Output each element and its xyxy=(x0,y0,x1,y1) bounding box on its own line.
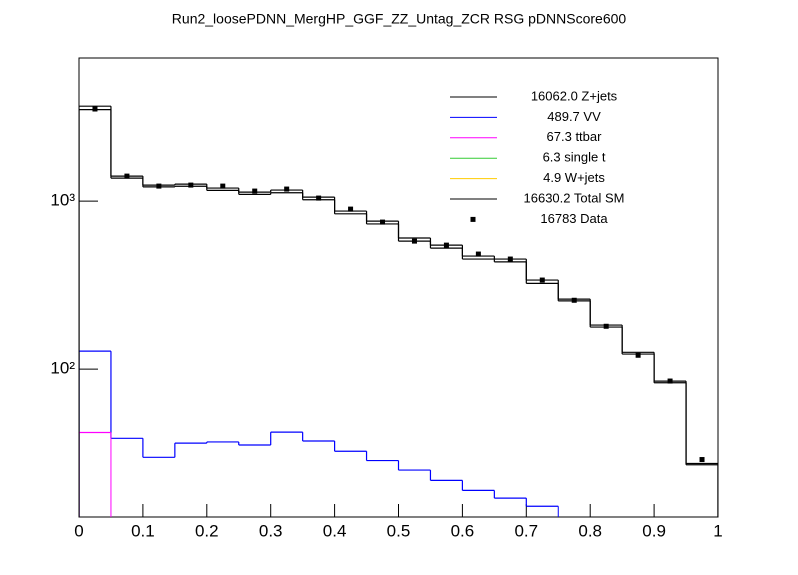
x-tick-label: 0.7 xyxy=(514,521,538,540)
data-point xyxy=(284,186,290,192)
legend-label: 4.9 W+jets xyxy=(543,170,605,185)
legend-label: 67.3 ttbar xyxy=(547,129,603,144)
x-tick-label: 0.8 xyxy=(578,521,602,540)
legend-label: 16783 Data xyxy=(540,211,608,226)
data-point xyxy=(507,256,513,262)
data-point xyxy=(252,188,258,194)
chart-title: Run2_loosePDNN_MergHP_GGF_ZZ_Untag_ZCR R… xyxy=(172,11,627,27)
data-point xyxy=(603,323,609,329)
data-point xyxy=(124,173,130,179)
histogram xyxy=(79,350,559,517)
legend-label: 16062.0 Z+jets xyxy=(531,88,618,103)
data-point xyxy=(699,457,705,463)
x-tick-label: 1 xyxy=(713,521,722,540)
legend-label: 6.3 single t xyxy=(543,150,606,165)
y-tick-label: 10² xyxy=(50,359,75,378)
legend-label: 16630.2 Total SM xyxy=(524,190,625,205)
legend-label: 489.7 VV xyxy=(547,109,601,124)
x-tick-label: 0.1 xyxy=(131,521,155,540)
data-point xyxy=(411,238,417,244)
data-point xyxy=(188,182,194,188)
data-point xyxy=(348,206,354,212)
data-point xyxy=(92,106,98,112)
data-point xyxy=(443,242,449,248)
legend-marker xyxy=(470,216,476,222)
data-point xyxy=(635,352,641,358)
y-tick-label: 10³ xyxy=(50,191,75,210)
histogram xyxy=(79,431,112,517)
data-point xyxy=(539,277,545,283)
x-tick-label: 0 xyxy=(74,521,83,540)
data-point xyxy=(220,183,226,189)
x-tick-label: 0.5 xyxy=(387,521,411,540)
data-point xyxy=(316,195,322,201)
data-point xyxy=(475,251,481,257)
data-point xyxy=(380,219,386,225)
x-tick-label: 0.6 xyxy=(451,521,475,540)
x-tick-label: 0.4 xyxy=(323,521,347,540)
data-point xyxy=(156,183,162,189)
x-tick-label: 0.9 xyxy=(642,521,666,540)
data-point xyxy=(667,378,673,384)
x-tick-label: 0.2 xyxy=(195,521,219,540)
data-point xyxy=(571,297,577,303)
x-tick-label: 0.3 xyxy=(259,521,283,540)
